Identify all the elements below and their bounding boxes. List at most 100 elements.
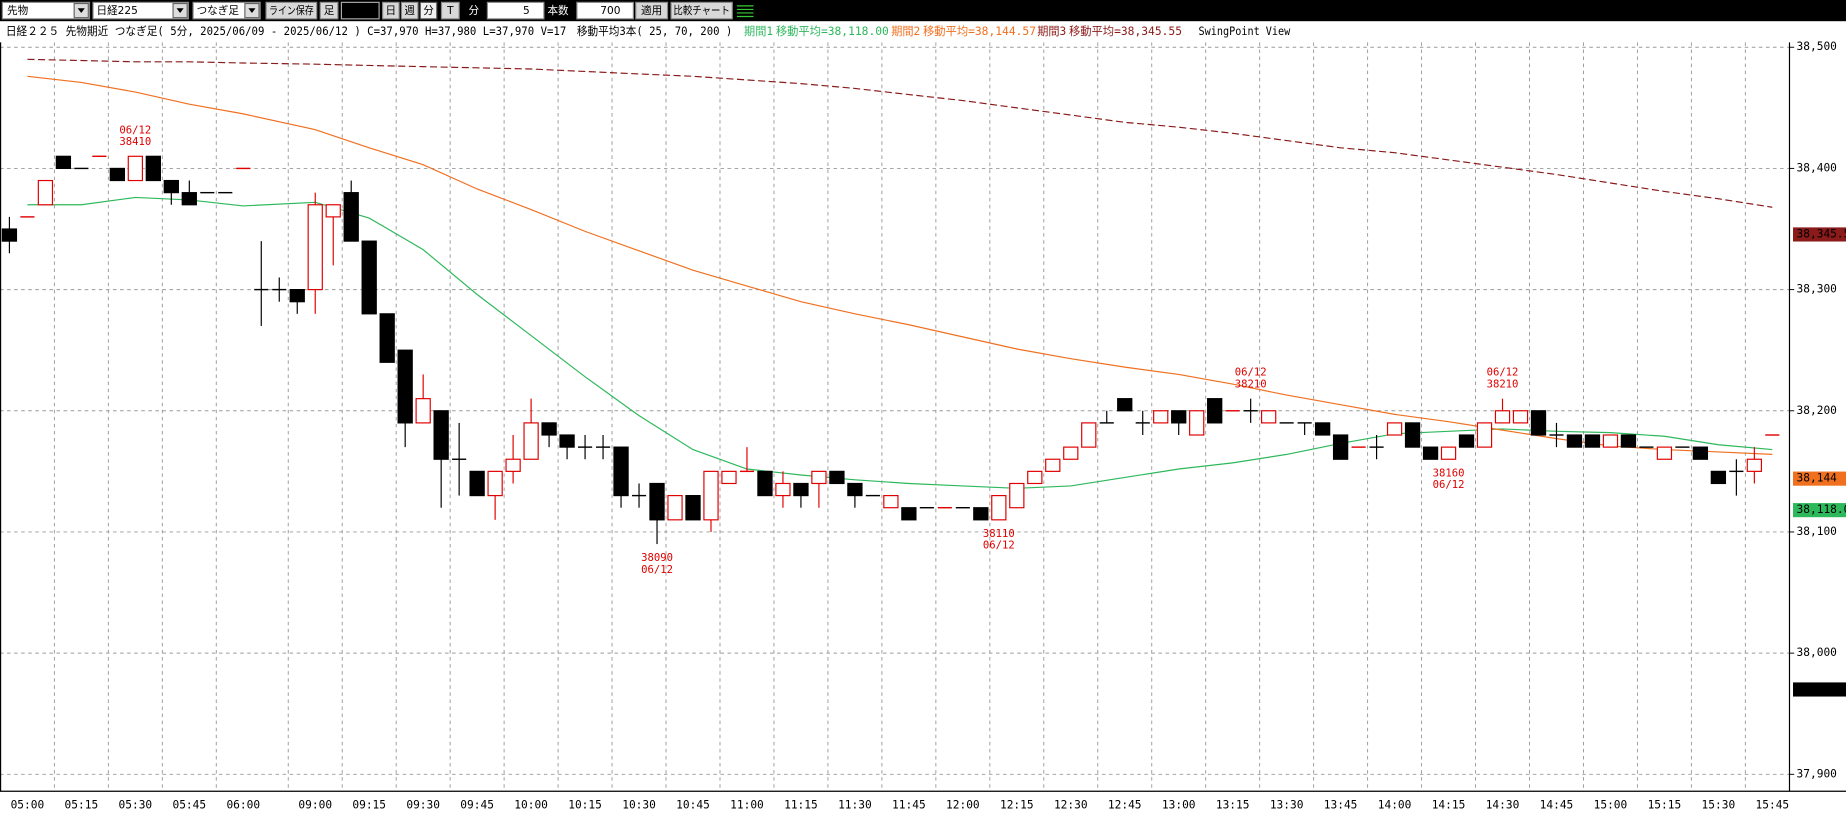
candle-body [1530,410,1547,436]
apply-button-label: 適用 [641,4,662,17]
candle-body [1494,410,1511,424]
candle-body [487,470,503,497]
legend-name: 期間1 [744,25,773,38]
compare-button[interactable] [670,1,733,20]
market-label: 先物 [7,4,29,17]
candle-body [1476,422,1493,448]
day-button-label: 日 [386,5,397,17]
candle-body [145,155,161,182]
candle-body [721,470,737,485]
y-tick-label: 37,900 [1797,767,1837,780]
x-tick-label: 15:45 [1756,798,1790,811]
x-tick-label: 14:45 [1540,798,1574,811]
candle-body [325,204,341,218]
x-tick-label: 13:30 [1270,798,1304,811]
candle-body [1656,446,1673,460]
ashi-label-box [319,1,339,20]
legend-value: 移動平均=38,118.00 [776,24,889,38]
candle-body [667,495,683,521]
count-input[interactable] [576,1,634,20]
candle-body [469,470,485,497]
x-tick-label: 11:30 [838,798,872,811]
x-tick-label: 11:45 [892,798,926,811]
candle-body [775,482,791,497]
candle-body [1746,458,1763,472]
x-tick-label: 05:30 [119,798,153,811]
minute-button[interactable] [419,1,438,20]
y-tick-label: 38,300 [1797,283,1837,296]
save-button[interactable] [265,1,318,20]
candle-body [811,470,827,485]
y-tick-label: 38,000 [1797,646,1837,659]
interval-input[interactable] [486,1,545,20]
swing-price: 38160 [1433,467,1465,479]
candle-body [793,482,809,497]
candle-body [397,349,413,424]
candle-body [1,228,18,242]
x-tick-label: 10:45 [676,798,710,811]
x-tick-label: 12:45 [1108,798,1142,811]
ashi-label: 足 [324,5,335,17]
price-tag [1793,471,1846,486]
candle-body [559,434,575,448]
x-tick-label: 15:15 [1648,798,1682,811]
x-tick-label: 14:00 [1378,798,1412,811]
legend-name: 期間2 [891,25,920,38]
compare-button-label: 比較チャート [673,4,730,17]
swing-date: 06/12 [1487,367,1519,379]
count-value: 700 [600,5,620,17]
price-tag-label: 38,144 [1797,472,1838,485]
day-button[interactable] [382,1,400,20]
x-tick-label: 11:15 [784,798,818,811]
candle-body [901,507,917,521]
swing-price: 38210 [1235,379,1267,391]
candle-body [163,179,179,194]
x-tick-label: 10:00 [514,798,548,811]
candle-body [289,289,305,303]
candle-body [649,482,665,521]
candle-body [1386,422,1403,436]
y-tick-label: 38,500 [1797,40,1837,53]
candle-body [1153,410,1169,424]
x-tick-label: 05:00 [11,798,45,811]
candle-body [181,192,197,206]
swing-date: 06/12 [983,540,1015,552]
swing-date: 06/12 [1235,367,1267,379]
candle-body [1332,434,1349,460]
index-select[interactable] [92,1,189,20]
candle-body [1584,434,1601,448]
x-tick-label: 09:15 [352,798,386,811]
x-tick-label: 10:15 [568,798,602,811]
market-select[interactable] [1,1,91,20]
candle-body [1171,410,1187,424]
ashi-input[interactable] [340,1,380,20]
index-label: 日経225 [97,4,138,17]
swing-price: 38410 [119,136,151,148]
bar-type-select[interactable] [192,1,261,20]
week-button-label: 週 [404,5,415,17]
candle-body [505,458,521,472]
candle-body [1207,398,1223,424]
swing-date: 06/12 [1433,479,1465,491]
candle-body [379,313,395,363]
x-tick-label: 11:00 [730,798,764,811]
candle-body [1710,470,1727,485]
candle-body [127,155,143,182]
candle-body [1404,422,1421,448]
x-tick-label: 12:00 [946,798,980,811]
week-button[interactable] [400,1,419,20]
bar-type-label: つなぎ足 [197,4,240,17]
moving-average-line [27,58,1773,208]
candle-body [1512,410,1529,424]
swing-price: 38090 [641,552,673,564]
apply-button[interactable] [635,1,669,20]
price-tag-label: 37,970 [1797,682,1837,695]
tick-button[interactable] [440,1,460,20]
tick-button-label: T [446,5,454,17]
menu-icon[interactable] [736,5,754,18]
candle-body [829,470,845,485]
x-tick-label: 09:30 [406,798,440,811]
x-tick-label: 09:00 [298,798,332,811]
minute-button-label: 分 [423,5,434,17]
